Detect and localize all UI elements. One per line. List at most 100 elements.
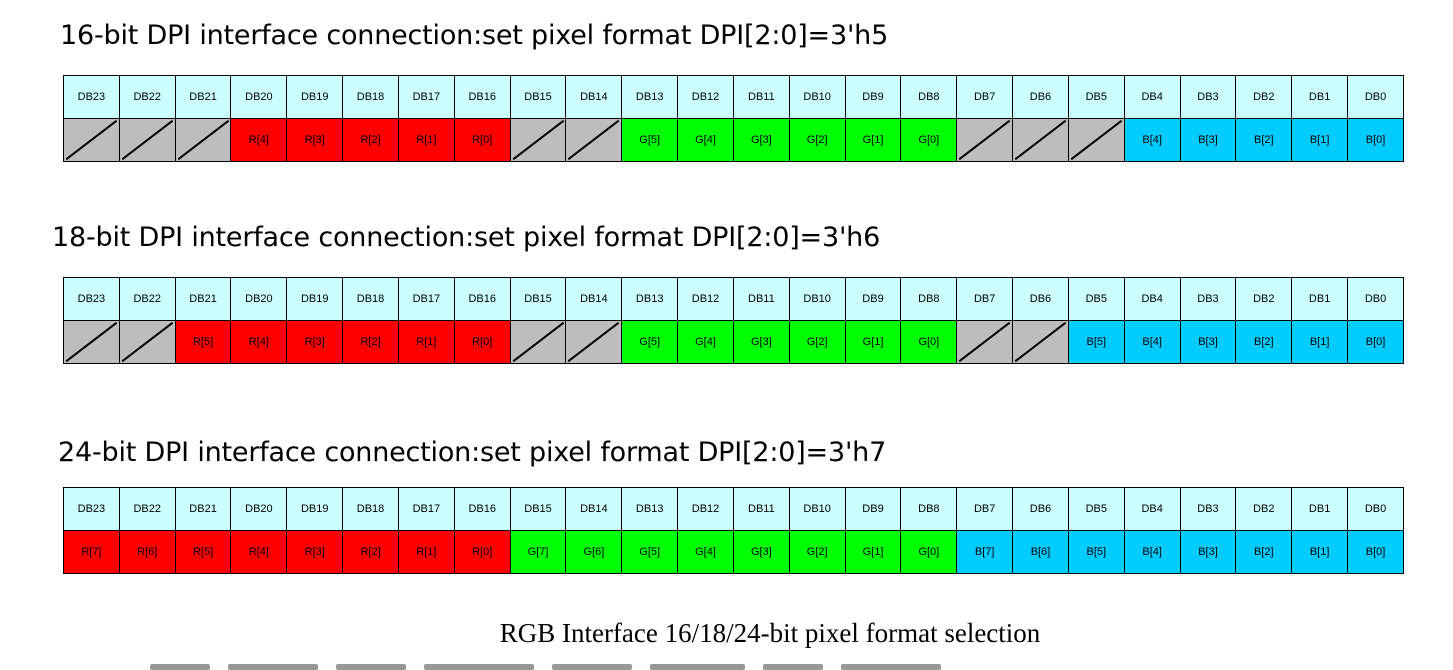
unused-bit-cell xyxy=(118,320,176,364)
pin-header-db20: DB20 xyxy=(230,277,288,321)
pin-header-db16: DB16 xyxy=(453,487,511,531)
bit-cell-b3: B[3] xyxy=(1179,118,1237,162)
bit-cell-r0: R[0] xyxy=(453,530,511,574)
bit-cell-b4: B[4] xyxy=(1123,118,1181,162)
bit-cell-b0: B[0] xyxy=(1347,320,1404,364)
bit-cell-b5: B[5] xyxy=(1067,530,1125,574)
bit-cell-b3: B[3] xyxy=(1179,320,1237,364)
pin-header-db19: DB19 xyxy=(286,487,344,531)
pin-header-db4: DB4 xyxy=(1123,75,1181,119)
pin-header-db22: DB22 xyxy=(118,75,176,119)
bit-cell-r1: R[1] xyxy=(397,530,455,574)
bit-cell-g6: G[6] xyxy=(565,530,623,574)
pin-header-db15: DB15 xyxy=(509,75,567,119)
bit-row: R[4] R[3] R[2] R[1] R[0] G[5] G[4] G[3] G[2] G[1]… xyxy=(63,118,1404,162)
pin-header-db22: DB22 xyxy=(118,487,176,531)
bit-cell-r4: R[4] xyxy=(230,530,288,574)
pin-header-db18: DB18 xyxy=(342,75,399,119)
unused-bit-cell xyxy=(956,320,1014,364)
bit-cell-r2: R[2] xyxy=(342,320,399,364)
pin-header-db5: DB5 xyxy=(1067,487,1125,531)
unused-slash-icon xyxy=(511,119,566,161)
pin-header-db9: DB9 xyxy=(844,487,902,531)
unused-bit-cell xyxy=(118,118,176,162)
unused-bit-cell xyxy=(565,320,623,364)
bit-row: R[5] R[4] R[3] R[2] R[1] R[0] G[5] G[4] G[3] G[2]… xyxy=(63,320,1404,364)
pin-header-db12: DB12 xyxy=(677,487,734,531)
bit-cell-g0: G[0] xyxy=(900,530,958,574)
pin-header-db6: DB6 xyxy=(1012,277,1069,321)
pin-header-db1: DB1 xyxy=(1291,487,1349,531)
pin-header-db5: DB5 xyxy=(1067,277,1125,321)
unused-slash-icon xyxy=(64,119,119,161)
bit-cell-b1: B[1] xyxy=(1291,530,1349,574)
pin-header-db13: DB13 xyxy=(621,75,679,119)
pin-header-db4: DB4 xyxy=(1123,277,1181,321)
unused-bit-cell xyxy=(1067,118,1125,162)
unused-bit-cell xyxy=(1012,118,1069,162)
table-18bit: DB23 DB22 DB21 DB20 DB19 DB18 DB17 DB16 DB15 DB14… xyxy=(63,277,1404,364)
bit-cell-r5: R[5] xyxy=(174,320,232,364)
pin-header-db2: DB2 xyxy=(1235,277,1293,321)
unused-bit-cell xyxy=(174,118,232,162)
pin-header-db5: DB5 xyxy=(1067,75,1125,119)
pin-header-db18: DB18 xyxy=(342,277,399,321)
title-24bit: 24-bit DPI interface connection:set pixe… xyxy=(58,437,887,468)
pin-header-db8: DB8 xyxy=(900,487,958,531)
pin-header-db1: DB1 xyxy=(1291,277,1349,321)
bit-cell-r4: R[4] xyxy=(230,118,288,162)
bit-cell-b1: B[1] xyxy=(1291,320,1349,364)
pin-header-db16: DB16 xyxy=(453,277,511,321)
pin-header-db23: DB23 xyxy=(63,277,120,321)
unused-slash-icon xyxy=(566,119,621,161)
bit-cell-g4: G[4] xyxy=(677,118,734,162)
pin-header-db11: DB11 xyxy=(732,75,790,119)
bit-cell-r2: R[2] xyxy=(342,118,399,162)
pin-header-db10: DB10 xyxy=(788,277,846,321)
pin-header-db11: DB11 xyxy=(732,277,790,321)
bit-cell-g2: G[2] xyxy=(788,118,846,162)
unused-bit-cell xyxy=(565,118,623,162)
bit-cell-g4: G[4] xyxy=(677,530,734,574)
unused-bit-cell xyxy=(509,118,567,162)
bit-cell-r0: R[0] xyxy=(453,118,511,162)
bit-cell-g5: G[5] xyxy=(621,118,679,162)
pin-header-db22: DB22 xyxy=(118,277,176,321)
pin-header-db6: DB6 xyxy=(1012,75,1069,119)
pin-header-db16: DB16 xyxy=(453,75,511,119)
pin-header-db7: DB7 xyxy=(956,487,1014,531)
bit-cell-r7: R[7] xyxy=(63,530,120,574)
header-row: DB23 DB22 DB21 DB20 DB19 DB18 DB17 DB16 DB15 DB14… xyxy=(63,277,1404,321)
pin-header-db18: DB18 xyxy=(342,487,399,531)
unused-slash-icon xyxy=(511,321,566,363)
bit-cell-b6: B[6] xyxy=(1012,530,1069,574)
pin-header-db14: DB14 xyxy=(565,487,623,531)
title-18bit: 18-bit DPI interface connection:set pixe… xyxy=(52,222,881,253)
cutoff-text-line xyxy=(150,656,1090,670)
bit-cell-g3: G[3] xyxy=(732,320,790,364)
bit-row: R[7] R[6] R[5] R[4] R[3] R[2] R[1] R[0] G[7] G[6]… xyxy=(63,530,1404,574)
pin-header-db21: DB21 xyxy=(174,277,232,321)
bit-cell-r3: R[3] xyxy=(286,530,344,574)
pin-header-db13: DB13 xyxy=(621,487,679,531)
pin-header-db2: DB2 xyxy=(1235,75,1293,119)
table-24bit: DB23 DB22 DB21 DB20 DB19 DB18 DB17 DB16 DB15 DB14… xyxy=(63,487,1404,574)
header-row: DB23 DB22 DB21 DB20 DB19 DB18 DB17 DB16 DB15 DB14… xyxy=(63,75,1404,119)
bit-cell-r3: R[3] xyxy=(286,118,344,162)
pin-header-db9: DB9 xyxy=(844,75,902,119)
bit-cell-b0: B[0] xyxy=(1347,118,1404,162)
unused-bit-cell xyxy=(509,320,567,364)
unused-slash-icon xyxy=(1013,321,1068,363)
pin-header-db0: DB0 xyxy=(1347,75,1404,119)
pin-header-db6: DB6 xyxy=(1012,487,1069,531)
bit-cell-b3: B[3] xyxy=(1179,530,1237,574)
bit-cell-r3: R[3] xyxy=(286,320,344,364)
pin-header-db23: DB23 xyxy=(63,75,120,119)
title-16bit: 16-bit DPI interface connection:set pixe… xyxy=(60,20,889,51)
pin-header-db21: DB21 xyxy=(174,75,232,119)
pin-header-db9: DB9 xyxy=(844,277,902,321)
bit-cell-g5: G[5] xyxy=(621,320,679,364)
bit-cell-r0: R[0] xyxy=(453,320,511,364)
bit-cell-g1: G[1] xyxy=(844,320,902,364)
bit-cell-r6: R[6] xyxy=(118,530,176,574)
